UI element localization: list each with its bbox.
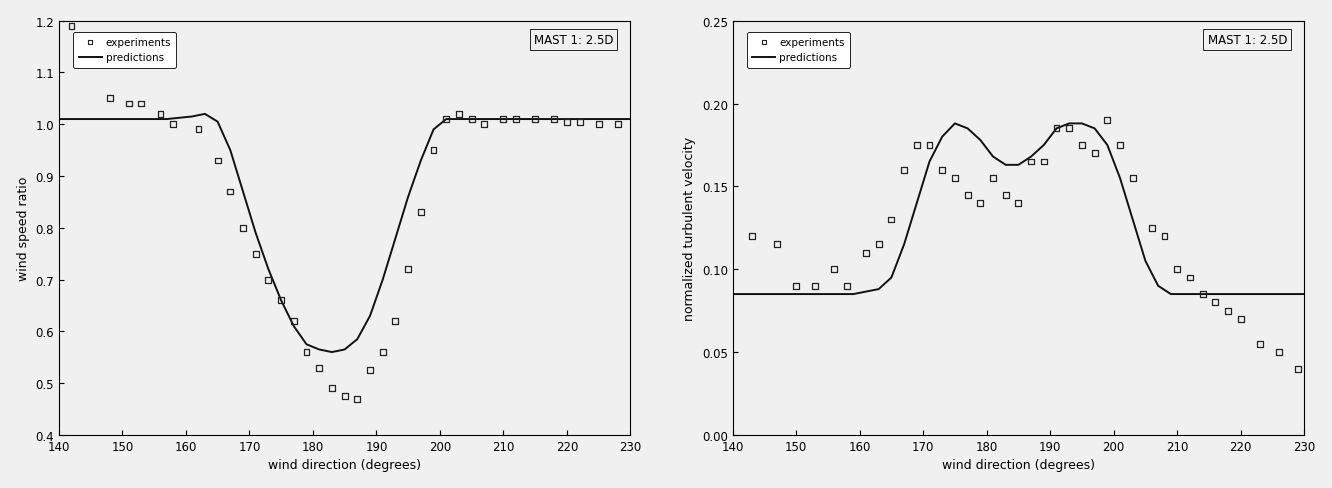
Point bbox=[970, 200, 991, 207]
Point bbox=[836, 282, 858, 290]
Point bbox=[1217, 307, 1239, 315]
Point bbox=[436, 116, 457, 124]
Point bbox=[956, 191, 978, 199]
Point bbox=[360, 366, 381, 374]
Point bbox=[557, 119, 578, 126]
Point bbox=[385, 317, 406, 325]
Y-axis label: normalized turbulent velocity: normalized turbulent velocity bbox=[683, 137, 697, 320]
Point bbox=[131, 101, 152, 108]
Point bbox=[1204, 299, 1225, 306]
Y-axis label: wind speed ratio: wind speed ratio bbox=[17, 176, 29, 281]
Point bbox=[931, 166, 952, 174]
Point bbox=[206, 157, 228, 165]
Text: MAST 1: 2.5D: MAST 1: 2.5D bbox=[534, 34, 613, 47]
Legend: experiments, predictions: experiments, predictions bbox=[747, 33, 850, 68]
Point bbox=[919, 142, 940, 149]
Point bbox=[880, 216, 902, 224]
Point bbox=[855, 249, 876, 257]
Point bbox=[245, 250, 266, 258]
X-axis label: wind direction (degrees): wind direction (degrees) bbox=[942, 458, 1095, 471]
Point bbox=[525, 116, 546, 124]
Point bbox=[1008, 200, 1030, 207]
Point bbox=[149, 111, 170, 119]
Point bbox=[188, 126, 209, 134]
Point bbox=[270, 297, 292, 305]
Point bbox=[766, 241, 787, 249]
Point bbox=[1268, 348, 1289, 356]
Point bbox=[805, 282, 826, 290]
Point bbox=[461, 116, 482, 124]
Point bbox=[422, 147, 444, 155]
Point bbox=[258, 276, 280, 284]
Point bbox=[397, 266, 418, 274]
Point bbox=[493, 116, 514, 124]
Point bbox=[296, 348, 317, 356]
Point bbox=[284, 317, 305, 325]
Point bbox=[995, 191, 1016, 199]
Point bbox=[983, 175, 1004, 183]
Point bbox=[309, 364, 330, 372]
Point bbox=[372, 348, 393, 356]
Text: MAST 1: 2.5D: MAST 1: 2.5D bbox=[1208, 34, 1287, 47]
Point bbox=[1179, 274, 1200, 282]
Point bbox=[906, 142, 927, 149]
Point bbox=[823, 266, 844, 274]
Point bbox=[1034, 158, 1055, 166]
X-axis label: wind direction (degrees): wind direction (degrees) bbox=[268, 458, 421, 471]
Point bbox=[61, 23, 83, 31]
Point bbox=[543, 116, 565, 124]
Legend: experiments, predictions: experiments, predictions bbox=[73, 33, 176, 68]
Point bbox=[1167, 266, 1188, 274]
Point bbox=[334, 392, 356, 400]
Point bbox=[894, 166, 915, 174]
Point bbox=[1142, 224, 1163, 232]
Point bbox=[1059, 125, 1080, 133]
Point bbox=[786, 282, 807, 290]
Point bbox=[1096, 117, 1118, 125]
Point bbox=[505, 116, 526, 124]
Point bbox=[346, 395, 368, 403]
Point bbox=[1154, 233, 1175, 241]
Point bbox=[1287, 365, 1308, 373]
Point bbox=[607, 121, 629, 129]
Point bbox=[1071, 142, 1092, 149]
Point bbox=[99, 95, 120, 103]
Point bbox=[232, 224, 253, 232]
Point bbox=[569, 119, 590, 126]
Point bbox=[410, 209, 432, 217]
Point bbox=[321, 385, 342, 392]
Point bbox=[741, 233, 762, 241]
Point bbox=[449, 111, 470, 119]
Point bbox=[1229, 315, 1251, 323]
Point bbox=[1192, 290, 1213, 298]
Point bbox=[1084, 150, 1106, 158]
Point bbox=[1110, 142, 1131, 149]
Point bbox=[1122, 175, 1143, 183]
Point bbox=[163, 121, 184, 129]
Point bbox=[868, 241, 890, 249]
Point bbox=[474, 121, 496, 129]
Point bbox=[587, 121, 609, 129]
Point bbox=[944, 175, 966, 183]
Point bbox=[220, 188, 241, 196]
Point bbox=[119, 101, 140, 108]
Point bbox=[1046, 125, 1067, 133]
Point bbox=[1249, 340, 1271, 348]
Point bbox=[1020, 158, 1042, 166]
